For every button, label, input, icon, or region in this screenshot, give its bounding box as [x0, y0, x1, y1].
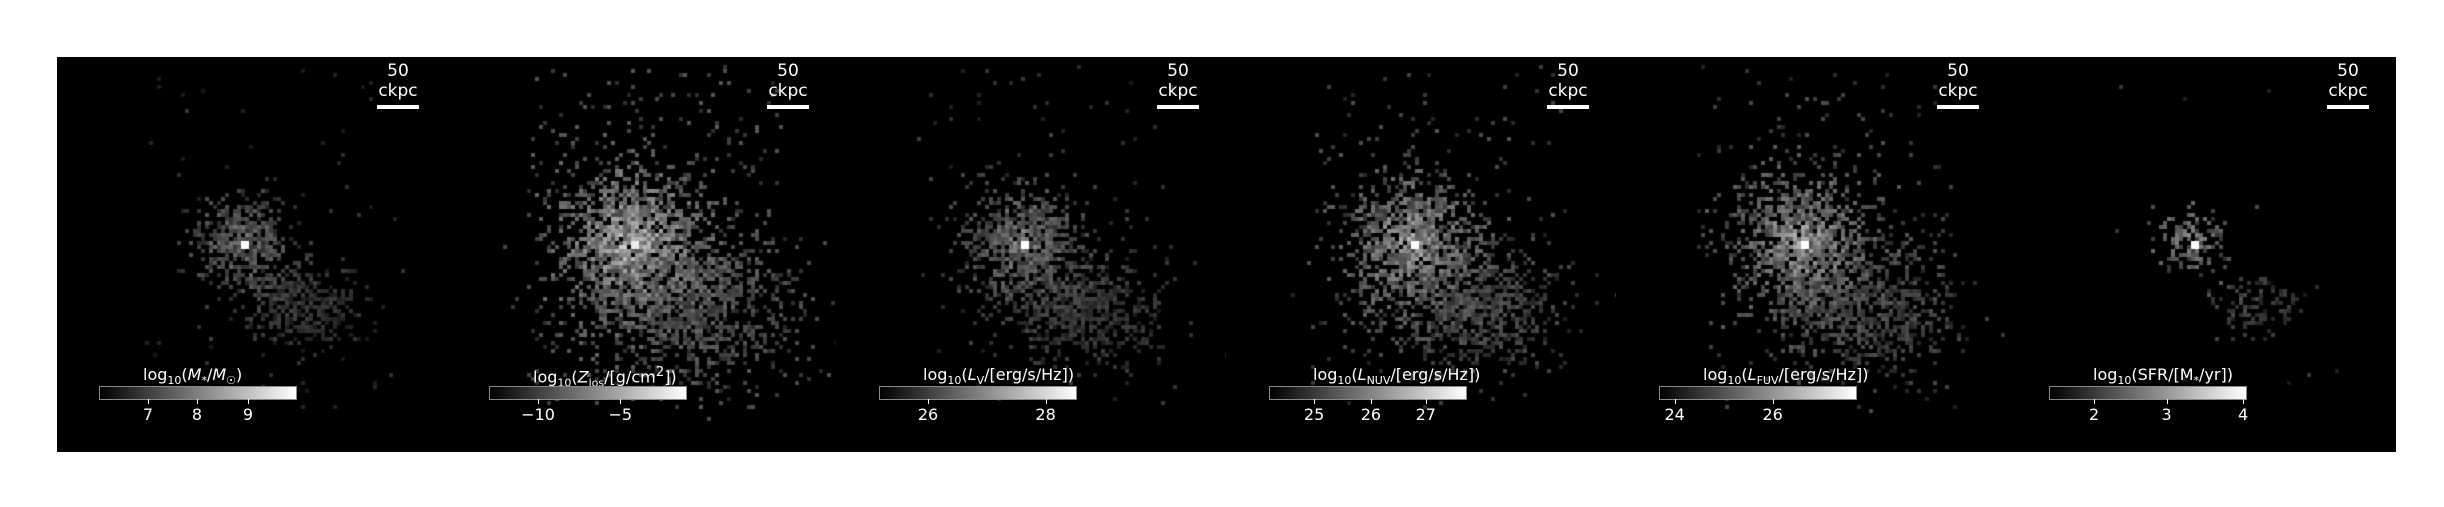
scale-line [2327, 105, 2369, 109]
map-panel-6: 50 ckpc log10(SFR/[M*/yr]) 2 3 4 [2007, 57, 2396, 452]
map-panel-4: 50 ckpc log10(LNUV/[erg/s/Hz]) 25 26 27 [1227, 57, 1616, 452]
map-panel-3: 50 ckpc log10(LV/[erg/s/Hz]) 26 28 [837, 57, 1226, 452]
scale-line [1547, 105, 1589, 109]
colorbar-tick [2094, 399, 2096, 404]
scale-bar: 50 ckpc [368, 61, 428, 109]
colorbar-tick [538, 399, 539, 404]
scale-label: 50 ckpc [1548, 61, 1588, 101]
scale-line [377, 105, 419, 109]
scale-label: 50 ckpc [378, 61, 418, 101]
map-panel-5: 50 ckpc log10(LFUV/[erg/s/Hz]) 24 26 [1617, 57, 2006, 452]
colorbar-tick-label: 9 [242, 405, 254, 424]
colorbar-tick [928, 399, 929, 404]
colorbar-tick-label: 25 [1303, 405, 1325, 424]
scale-line [767, 105, 809, 109]
colorbar-tick [197, 399, 198, 404]
colorbar-tick [2166, 399, 2168, 404]
scale-label: 50 ckpc [2328, 61, 2368, 101]
scale-bar: 50 ckpc [1538, 61, 1598, 109]
scale-label: 50 ckpc [1938, 61, 1978, 101]
colorbar-label: log10(LV/[erg/s/Hz]) [923, 365, 1075, 388]
colorbar-label: log10(LFUV/[erg/s/Hz]) [1703, 365, 1869, 388]
scale-line [1157, 105, 1199, 109]
colorbar-tick-label: 4 [2237, 405, 2249, 424]
colorbar-tick [1772, 399, 1774, 404]
colorbar-tick [148, 399, 149, 404]
map-panel-1: 50 ckpc log10(M*/M☉) 7 8 9 [57, 57, 446, 452]
colorbar-gradient [1659, 386, 1857, 400]
colorbar-tick-label: 24 [1664, 405, 1685, 424]
colorbar-tick-label: 26 [1360, 405, 1382, 424]
colorbar-gradient [2049, 386, 2247, 400]
scale-label: 50 ckpc [1158, 61, 1198, 101]
colorbar-tick [1425, 399, 1427, 404]
colorbar-gradient [99, 386, 297, 400]
colorbar-tick [247, 399, 249, 404]
colorbar-tick-label: 26 [1762, 405, 1783, 424]
scale-bar: 50 ckpc [2318, 61, 2378, 109]
colorbar-gradient [879, 386, 1077, 400]
scale-bar: 50 ckpc [758, 61, 818, 109]
image-strip: 50 ckpc log10(M*/M☉) 7 8 9 50 ckpc log10(Zlos/… [57, 57, 2396, 452]
map-panel-2: 50 ckpc log10(Zlos/[g/cm2]) −10 −5 [447, 57, 836, 452]
colorbar-tick-label: −5 [608, 405, 633, 424]
colorbar-tick-label: 27 [1415, 405, 1436, 424]
colorbar-label: log10(M*/M☉) [143, 365, 243, 388]
colorbar-tick-label: 2 [2088, 405, 2100, 424]
scale-bar: 50 ckpc [1928, 61, 1988, 109]
colorbar-label: log10(SFR/[M*/yr]) [2093, 365, 2233, 388]
colorbar-tick-label: −10 [521, 405, 555, 424]
colorbar-tick-label: 8 [191, 405, 203, 424]
colorbar-tick [1045, 399, 1047, 404]
scale-line [1937, 105, 1979, 109]
colorbar-gradient [1269, 386, 1467, 400]
scale-bar: 50 ckpc [1148, 61, 1208, 109]
scale-label: 50 ckpc [768, 61, 808, 101]
colorbar-tick-label: 26 [917, 405, 939, 424]
colorbar-tick-label: 7 [142, 405, 154, 424]
colorbar-tick [620, 399, 622, 404]
colorbar-label: log10(LNUV/[erg/s/Hz]) [1313, 365, 1481, 388]
colorbar-tick [1370, 399, 1372, 404]
colorbar-tick [1674, 399, 1676, 404]
colorbar-tick [2243, 399, 2245, 404]
colorbar-tick [1314, 399, 1316, 404]
colorbar-tick-label: 3 [2161, 405, 2172, 424]
colorbar-tick-label: 28 [1035, 405, 1056, 424]
colorbar-gradient [489, 386, 687, 400]
